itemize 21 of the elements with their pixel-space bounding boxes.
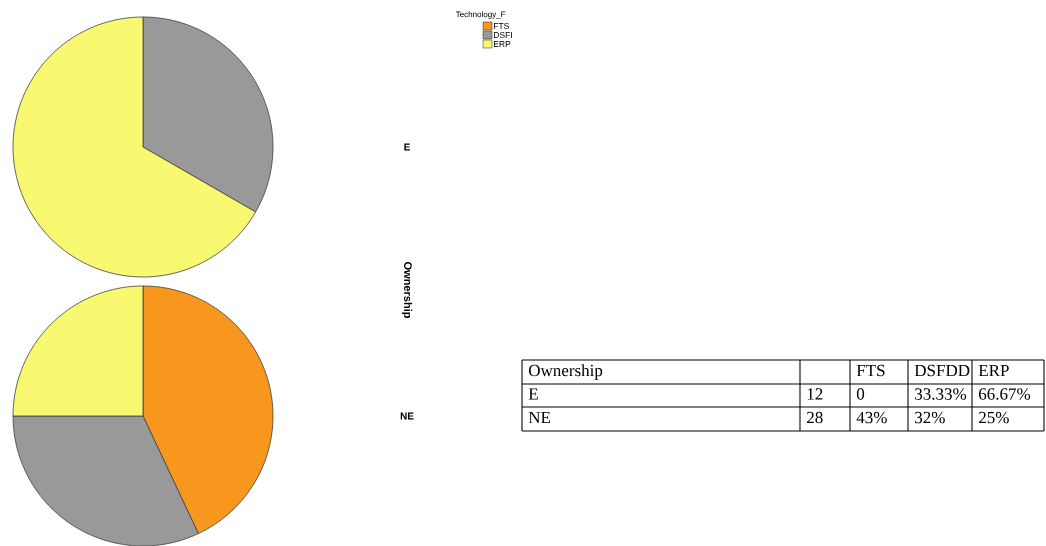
category-label: FTS <box>856 364 885 377</box>
text: 32% <box>915 411 945 424</box>
text: 28 <box>807 411 823 424</box>
category-label: ERP <box>978 364 1009 377</box>
text: Ownership <box>401 262 413 318</box>
category-label: DSFDD <box>914 364 970 377</box>
text: E <box>404 143 410 151</box>
text: 0 <box>856 388 865 400</box>
text: 43% <box>856 411 887 424</box>
category-label: E <box>528 388 538 400</box>
text: 66.67% <box>979 388 1031 400</box>
text: 25% <box>979 411 1009 424</box>
legend-title: Technology_F <box>455 11 506 19</box>
text: 12 <box>807 388 823 400</box>
text: Ownership <box>528 364 603 380</box>
category-label: NE <box>528 411 551 424</box>
legend-label: DSFI <box>493 31 512 38</box>
legend-label: FTS <box>493 22 509 29</box>
text: NE <box>400 412 414 420</box>
legend-label: ERP <box>493 41 511 47</box>
text: 33.33% <box>915 388 967 400</box>
